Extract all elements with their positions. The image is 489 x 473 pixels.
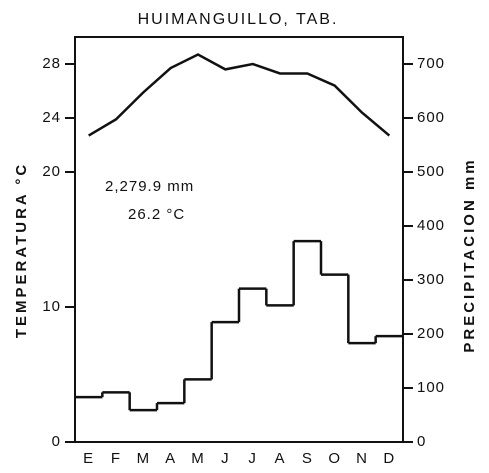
y-axis-label: TEMPERATURA °C (13, 162, 30, 338)
x-tick-label: S (302, 450, 313, 467)
y-tick-label: 10 (42, 298, 61, 315)
x-tick-label: M (137, 450, 151, 467)
plot-frame (74, 36, 404, 443)
x-tick-label: O (328, 450, 341, 467)
y2-tick-label: 100 (417, 379, 445, 396)
x-tick-label: A (274, 450, 285, 467)
x-tick-label: N (356, 450, 368, 467)
temperature-line (88, 53, 391, 137)
x-tick-label: F (111, 450, 121, 467)
x-tick-label: J (221, 450, 230, 467)
y-tick-label: 24 (42, 109, 61, 126)
x-tick-label: E (83, 450, 94, 467)
y2-axis-label: PRECIPITACION mm (461, 157, 478, 352)
x-tick-label: M (191, 450, 205, 467)
y2-tick-label: 200 (417, 325, 445, 342)
y2-tick-label: 0 (417, 433, 426, 450)
x-tick-label: D (383, 450, 395, 467)
y-tick-label: 20 (42, 163, 61, 180)
y2-tick-label: 400 (417, 217, 445, 234)
chart-title: HUIMANGUILLO, TAB. (138, 11, 339, 28)
y2-tick-label: 500 (417, 163, 445, 180)
annotation: 2,279.9 mm (105, 178, 194, 195)
y2-tick-label: 600 (417, 109, 445, 126)
annotation: 26.2 °C (128, 206, 185, 223)
x-tick-label: A (165, 450, 176, 467)
y2-tick-label: 300 (417, 271, 445, 288)
y-tick-label: 28 (42, 55, 61, 72)
y-tick-label: 0 (52, 433, 61, 450)
x-tick-label: J (248, 450, 257, 467)
y2-tick-label: 700 (417, 55, 445, 72)
